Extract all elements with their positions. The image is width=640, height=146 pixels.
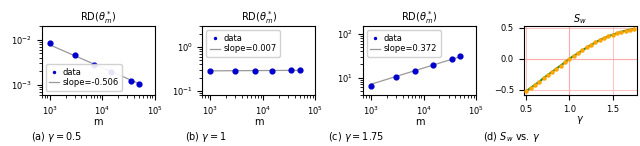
Legend: data, slope=0.007: data, slope=0.007	[207, 31, 280, 57]
Point	[629, 28, 639, 30]
Point	[547, 71, 557, 73]
Point	[543, 74, 553, 76]
Point	[551, 68, 561, 70]
X-axis label: m: m	[415, 117, 424, 127]
Point	[70, 54, 80, 57]
Legend: data, slope=-0.506: data, slope=-0.506	[46, 64, 122, 91]
X-axis label: m: m	[254, 117, 264, 127]
Point	[620, 29, 630, 32]
Point	[89, 64, 99, 66]
Point	[577, 49, 588, 52]
Point	[410, 69, 420, 72]
Title: RD($\theta_m^*$): RD($\theta_m^*$)	[241, 9, 277, 26]
Legend: data, slope=0.372: data, slope=0.372	[367, 31, 440, 57]
Text: (b) $\gamma = 1$: (b) $\gamma = 1$	[185, 130, 227, 144]
Point	[134, 83, 144, 85]
Point	[366, 85, 376, 87]
Point	[595, 39, 605, 41]
Point	[455, 54, 465, 57]
Point	[568, 55, 579, 57]
Title: $S_w$: $S_w$	[573, 12, 587, 26]
Point	[603, 35, 613, 37]
Point	[560, 61, 570, 63]
Title: RD($\theta_m^*$): RD($\theta_m^*$)	[80, 9, 116, 26]
Point	[525, 87, 536, 89]
Point	[530, 84, 540, 86]
Point	[625, 29, 635, 31]
Point	[538, 77, 548, 79]
Point	[616, 31, 627, 33]
Point	[286, 69, 296, 72]
Point	[590, 41, 600, 44]
X-axis label: $\gamma$: $\gamma$	[576, 114, 584, 126]
Text: (a) $\gamma = 0.5$: (a) $\gamma = 0.5$	[31, 130, 82, 144]
Point	[607, 34, 618, 36]
Point	[250, 69, 260, 72]
Point	[294, 69, 305, 72]
Point	[573, 52, 583, 54]
Text: (c) $\gamma = 1.75$: (c) $\gamma = 1.75$	[328, 130, 384, 144]
Point	[45, 42, 55, 44]
Title: RD($\theta_m^*$): RD($\theta_m^*$)	[401, 9, 438, 26]
Point	[582, 46, 592, 49]
Point	[564, 58, 575, 60]
Point	[612, 32, 622, 34]
Point	[428, 64, 438, 66]
Point	[534, 81, 544, 83]
Point	[391, 75, 401, 78]
Point	[125, 79, 136, 82]
Point	[230, 69, 241, 72]
Point	[556, 64, 566, 67]
Point	[267, 69, 277, 72]
Point	[586, 44, 596, 46]
Point	[599, 37, 609, 39]
Point	[205, 70, 216, 72]
Point	[106, 71, 116, 74]
Text: (d) $S_w$ vs. $\gamma$: (d) $S_w$ vs. $\gamma$	[483, 130, 541, 144]
X-axis label: m: m	[93, 117, 103, 127]
Point	[447, 58, 458, 60]
Point	[521, 90, 531, 92]
